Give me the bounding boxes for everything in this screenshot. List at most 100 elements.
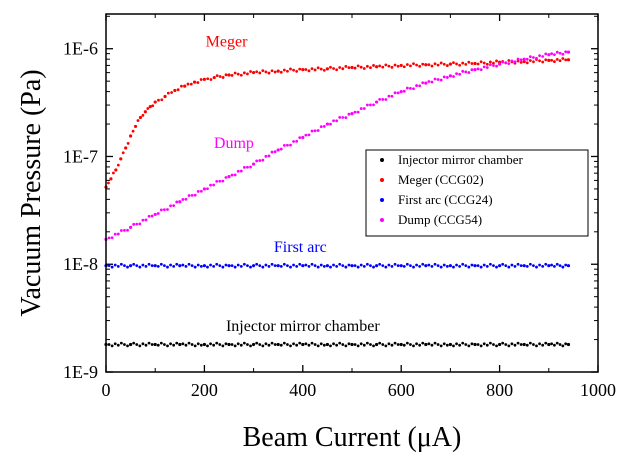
data-point <box>129 342 133 347</box>
data-point <box>242 341 246 345</box>
data-point <box>365 341 369 345</box>
data-point <box>255 70 259 74</box>
data-point <box>279 264 283 268</box>
data-point <box>409 64 412 68</box>
data-point <box>153 100 157 104</box>
data-point <box>482 263 486 267</box>
data-point <box>298 262 302 266</box>
data-point <box>365 262 369 266</box>
data-point <box>150 214 154 218</box>
data-point <box>131 129 135 133</box>
data-point <box>212 264 216 268</box>
data-point <box>544 52 548 56</box>
data-point <box>553 53 556 57</box>
data-point <box>415 84 418 87</box>
data-point <box>273 150 277 154</box>
data-point <box>485 66 489 69</box>
data-point <box>144 218 148 222</box>
data-point <box>270 262 274 266</box>
data-point <box>109 177 113 181</box>
data-point <box>184 264 188 268</box>
data-point <box>381 343 385 346</box>
data-point <box>356 265 360 269</box>
data-point <box>532 60 535 64</box>
data-point <box>143 110 147 114</box>
data-point <box>350 111 354 116</box>
data-point <box>209 263 212 267</box>
data-point <box>439 78 443 82</box>
data-point <box>378 341 382 345</box>
data-point <box>415 263 418 267</box>
data-point <box>295 264 299 268</box>
data-point <box>387 94 391 98</box>
data-point <box>286 143 289 147</box>
data-point <box>123 264 126 268</box>
data-point <box>252 264 256 268</box>
data-point <box>292 263 295 267</box>
data-point <box>301 135 305 140</box>
data-point <box>206 77 210 81</box>
data-point <box>295 343 299 347</box>
data-point <box>350 65 354 70</box>
data-point <box>119 229 123 232</box>
data-point <box>378 262 382 266</box>
data-point <box>215 341 219 345</box>
data-point <box>399 63 403 68</box>
data-point <box>467 71 471 74</box>
data-point <box>119 157 123 161</box>
data-point <box>147 214 151 218</box>
data-point <box>160 98 164 102</box>
data-point <box>564 263 568 267</box>
data-point <box>163 343 166 346</box>
data-point <box>138 115 143 120</box>
data-point <box>279 343 283 347</box>
data-point <box>255 262 259 266</box>
data-point <box>193 344 197 348</box>
data-point <box>186 82 190 86</box>
data-point <box>230 173 234 177</box>
data-point <box>544 341 548 345</box>
data-point <box>442 342 446 346</box>
data-point <box>316 344 320 348</box>
data-point <box>421 341 425 345</box>
data-point <box>547 53 551 57</box>
data-point <box>252 71 256 75</box>
data-point <box>553 264 556 268</box>
data-point <box>310 262 314 266</box>
data-point <box>335 68 339 72</box>
data-point <box>124 146 128 150</box>
data-point <box>322 264 326 268</box>
data-point <box>528 262 532 266</box>
data-point <box>350 342 354 347</box>
data-point <box>310 67 314 71</box>
data-point <box>532 343 535 346</box>
data-point <box>369 343 372 346</box>
data-point <box>153 342 157 347</box>
legend-box <box>365 149 589 237</box>
data-point <box>381 98 385 101</box>
data-point <box>298 136 302 140</box>
data-point <box>528 59 532 62</box>
data-point <box>341 264 345 268</box>
data-point <box>313 129 317 133</box>
data-point <box>230 264 234 268</box>
data-point <box>209 342 212 346</box>
data-point <box>476 67 480 71</box>
data-point <box>319 125 323 129</box>
data-point <box>313 68 317 72</box>
data-point <box>270 341 274 345</box>
data-point <box>445 76 449 79</box>
data-point <box>264 70 268 74</box>
data-point <box>141 218 145 222</box>
data-point <box>255 159 259 163</box>
data-point <box>289 265 292 269</box>
data-point <box>550 52 554 56</box>
data-point <box>384 63 388 67</box>
data-point <box>329 122 332 126</box>
data-point <box>307 133 311 137</box>
legend-marker <box>380 218 384 222</box>
data-point <box>372 265 375 269</box>
data-point <box>249 165 252 169</box>
data-point <box>301 342 305 347</box>
data-point <box>202 264 206 268</box>
